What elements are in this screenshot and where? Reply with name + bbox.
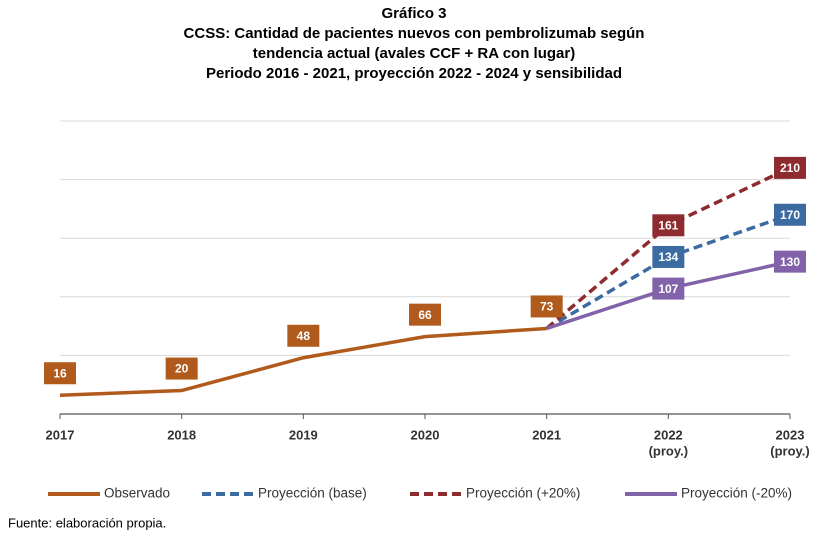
chart-title: Gráfico 3 — [381, 5, 446, 22]
series-line — [59, 326, 547, 397]
data-label-box — [774, 250, 806, 273]
legend-label: Proyección (base) — [258, 486, 367, 501]
data-label-box — [165, 357, 198, 380]
x-tick-label: 2020 — [411, 427, 440, 442]
x-tick-label: (proy.) — [649, 443, 688, 458]
chart-title: CCSS: Cantidad de pacientes nuevos con p… — [184, 25, 645, 42]
legend-label: Proyección (-20%) — [681, 486, 792, 501]
x-tick-label: 2022 — [654, 427, 683, 442]
data-label-box — [652, 214, 685, 237]
data-label: 134 — [658, 250, 678, 264]
x-tick-label: 2018 — [167, 427, 196, 442]
data-label: 170 — [780, 208, 800, 222]
data-label-box — [287, 324, 320, 347]
data-label-box — [44, 362, 76, 385]
legend-label: Proyección (+20%) — [466, 486, 580, 501]
data-label: 210 — [780, 161, 800, 175]
data-label-box — [409, 303, 441, 326]
data-label-box — [652, 277, 685, 300]
data-label: 66 — [418, 308, 432, 322]
data-label-box — [530, 295, 563, 318]
data-label: 16 — [53, 366, 67, 380]
data-label: 20 — [175, 362, 189, 376]
x-tick-label: 2023 — [776, 427, 805, 442]
chart-title: tendencia actual (avales CCF + RA con lu… — [253, 45, 575, 62]
data-label: 73 — [540, 300, 554, 314]
data-label: 161 — [658, 218, 678, 232]
data-label: 130 — [780, 255, 800, 269]
x-tick-label: 2019 — [289, 427, 318, 442]
legend-label: Observado — [104, 486, 170, 501]
source-note: Fuente: elaboración propia. — [8, 515, 166, 530]
data-label: 107 — [658, 282, 678, 296]
data-label: 48 — [297, 329, 311, 343]
chart-title: Periodo 2016 - 2021, proyección 2022 - 2… — [206, 65, 622, 82]
data-label-box — [774, 156, 806, 179]
x-tick-label: 2017 — [46, 427, 75, 442]
x-tick-label: 2021 — [532, 427, 561, 442]
x-tick-label: (proy.) — [770, 443, 809, 458]
data-label-box — [774, 203, 806, 226]
data-label-box — [652, 245, 685, 268]
